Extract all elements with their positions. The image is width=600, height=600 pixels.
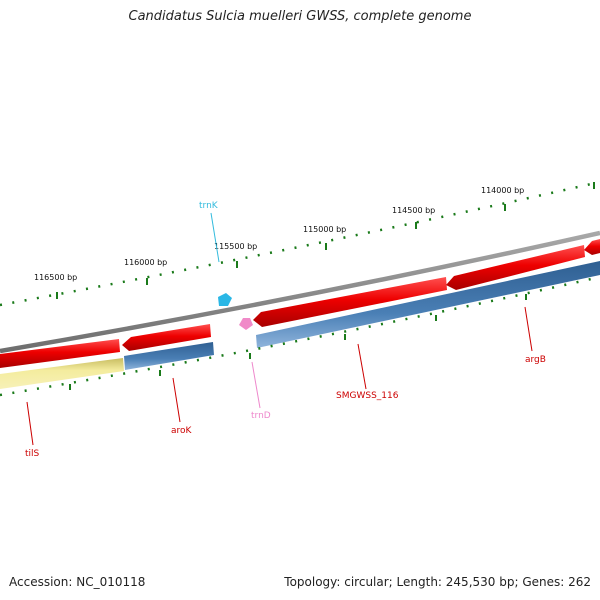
scale-label: 114000 bp bbox=[481, 186, 524, 195]
outer-tick-arc bbox=[0, 180, 600, 307]
scale-label: 116500 bp bbox=[34, 273, 77, 282]
scale-label: 114500 bp bbox=[392, 206, 435, 215]
reverse-strand-features[interactable] bbox=[124, 261, 600, 370]
gene-label-trnD[interactable]: trnD bbox=[251, 411, 271, 421]
gene-arrow-SMGWSS_116 bbox=[253, 277, 447, 327]
gene-arrow-aroK bbox=[122, 324, 211, 351]
inner-major-ticks bbox=[69, 294, 527, 390]
gene-label-SMGWSS_116[interactable]: SMGWSS_116 bbox=[336, 391, 399, 401]
gene-arrow-next bbox=[584, 239, 600, 255]
inner-tick-arc bbox=[0, 275, 600, 397]
outer-major-ticks bbox=[56, 182, 595, 299]
forward-strand-features[interactable] bbox=[0, 239, 600, 368]
scale-label: 115000 bp bbox=[303, 225, 346, 234]
gene-arrow-argB bbox=[446, 245, 585, 290]
scale-label: 115500 bp bbox=[214, 242, 257, 251]
accession-text: Accession: NC_010118 bbox=[9, 575, 146, 589]
gene-block-blue-1 bbox=[124, 342, 214, 370]
trnK-marker[interactable] bbox=[218, 293, 232, 306]
trnD-marker[interactable] bbox=[239, 318, 253, 330]
misc-feature-yellow[interactable] bbox=[0, 358, 124, 389]
genome-backbone bbox=[0, 230, 600, 354]
gene-block-blue-2 bbox=[256, 261, 600, 348]
gene-label-aroK[interactable]: aroK bbox=[171, 426, 193, 436]
gene-label-tilS[interactable]: tilS bbox=[25, 449, 40, 459]
gene-label-trnK[interactable]: trnK bbox=[199, 201, 219, 211]
scale-label: 116000 bp bbox=[124, 258, 167, 267]
topology-text: Topology: circular; Length: 245,530 bp; … bbox=[284, 575, 591, 589]
gene-label-argB[interactable]: argB bbox=[525, 355, 546, 365]
gene-arrow-tilS bbox=[0, 339, 120, 368]
map-title: Candidatus Sulcia muelleri GWSS, complet… bbox=[128, 9, 472, 24]
label-leaders bbox=[26, 212, 533, 446]
